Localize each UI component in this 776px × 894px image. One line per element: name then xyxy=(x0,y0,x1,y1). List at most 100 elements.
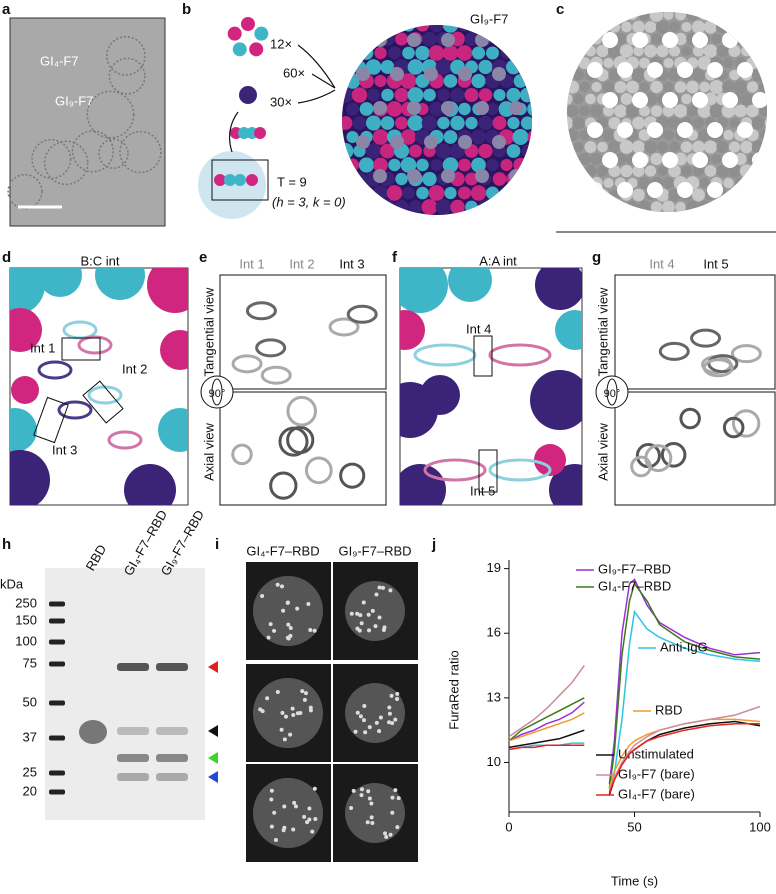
map-density xyxy=(741,45,752,57)
x-tick-label: 100 xyxy=(749,819,771,834)
cage-subunit xyxy=(342,143,354,159)
assembly-arrows xyxy=(297,44,336,104)
protein-surface xyxy=(124,464,176,505)
protein-surface xyxy=(535,268,582,310)
density-spot xyxy=(313,817,318,822)
cage-hole xyxy=(407,33,421,47)
map-density xyxy=(734,104,747,118)
cage-subunit xyxy=(527,130,532,144)
panel-letter: j xyxy=(431,536,436,553)
cage-subunit xyxy=(442,45,459,61)
map-hole xyxy=(587,62,603,78)
pentamer-unit xyxy=(227,26,242,41)
pentamer-unit xyxy=(241,17,255,31)
cage-hole xyxy=(373,101,387,115)
x-tick-label: 50 xyxy=(627,819,641,834)
cage-subunit xyxy=(366,32,381,46)
cage-subunit xyxy=(506,200,521,214)
map-density xyxy=(567,33,578,45)
map-density xyxy=(644,44,657,58)
helix-axial xyxy=(339,462,366,489)
map-density xyxy=(571,20,586,34)
cage-hole xyxy=(441,169,455,183)
density-spot xyxy=(362,704,367,709)
cage-subunit xyxy=(345,185,360,201)
cage-subunit xyxy=(506,32,521,46)
protein-surface xyxy=(400,310,425,350)
map-density xyxy=(596,188,609,202)
density-spot xyxy=(390,795,395,800)
protein-surface xyxy=(95,268,145,300)
map-density xyxy=(567,116,573,130)
cage-subunit xyxy=(388,158,401,172)
map-density xyxy=(681,21,692,33)
series-line xyxy=(508,712,761,789)
map-density xyxy=(691,20,706,34)
map-density xyxy=(716,140,729,154)
rotation-icon xyxy=(595,375,629,409)
particle xyxy=(71,130,114,173)
cage-hole xyxy=(407,101,421,115)
class-averages xyxy=(246,562,418,862)
highlight-box xyxy=(211,159,269,201)
interface-label: Int 5 xyxy=(703,256,728,271)
density-spot xyxy=(295,606,300,611)
map-density xyxy=(751,116,766,130)
density-spot xyxy=(388,588,393,593)
map-density xyxy=(614,200,627,212)
map-density xyxy=(668,45,681,57)
legend-label: GI₉-F7–RBD xyxy=(598,561,671,576)
map-density xyxy=(603,12,614,21)
indices-label: (h = 3, k = 0) xyxy=(272,194,346,209)
legend-label: Anti-IgG xyxy=(660,639,708,654)
map-hole xyxy=(632,152,648,168)
density-spot xyxy=(370,820,375,825)
density-spot xyxy=(293,804,298,809)
gel-band xyxy=(117,754,149,762)
map-density xyxy=(770,80,776,94)
map-density xyxy=(596,165,609,177)
protein-surface xyxy=(10,308,42,352)
map-density xyxy=(567,12,578,21)
map-density xyxy=(649,12,664,22)
cage-hole xyxy=(424,135,438,149)
map-density xyxy=(613,104,628,118)
protein-surface xyxy=(420,375,460,415)
map-density xyxy=(650,80,663,94)
map-density xyxy=(680,141,693,153)
density-spot xyxy=(395,697,400,702)
particle-average xyxy=(345,581,405,641)
density-spot xyxy=(298,710,303,715)
density-spot xyxy=(373,624,378,629)
particle-average xyxy=(253,678,323,748)
cage-subunit xyxy=(527,74,532,88)
map-density xyxy=(752,165,765,177)
panel-letter: g xyxy=(592,249,601,266)
map-hole xyxy=(587,122,603,138)
cage-subunit xyxy=(527,186,532,200)
cage-subunit xyxy=(520,116,532,130)
cage-subunit xyxy=(380,143,395,159)
panel-letter: e xyxy=(199,249,207,266)
map-density xyxy=(639,81,650,93)
panel-title: A:A int xyxy=(479,253,517,268)
map-hole xyxy=(647,182,663,198)
map-density xyxy=(662,105,675,117)
view-label: Axial view xyxy=(201,422,216,480)
cage-subunit xyxy=(443,74,458,88)
map-density xyxy=(722,80,735,94)
helix xyxy=(245,301,277,321)
cage-hole xyxy=(373,169,387,183)
map-density xyxy=(579,105,590,117)
cage-subunit xyxy=(450,115,465,131)
gel-bands: 250 150 100 75 50 37 25 20 xyxy=(15,595,188,798)
density-spot xyxy=(306,601,311,606)
ribbon xyxy=(77,335,113,355)
density-spot xyxy=(351,788,356,793)
density-spot xyxy=(390,810,395,815)
density-spot xyxy=(395,691,400,696)
micrograph xyxy=(9,17,166,227)
helix-axial xyxy=(269,471,298,500)
helix xyxy=(707,354,739,374)
density-spot xyxy=(275,582,280,587)
